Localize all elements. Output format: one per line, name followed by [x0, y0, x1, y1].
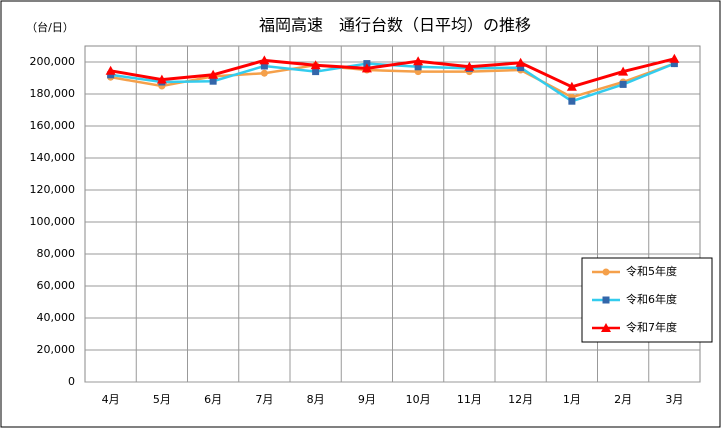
point-marker	[670, 60, 678, 68]
y-tick-label: 40,000	[37, 311, 76, 324]
point-marker	[566, 81, 577, 91]
x-tick-label: 12月	[508, 393, 533, 406]
x-tick-label: 7月	[255, 393, 273, 406]
series-line	[110, 57, 675, 89]
legend-marker	[601, 323, 611, 332]
x-tick-label: 4月	[102, 393, 120, 406]
legend-marker	[602, 268, 610, 276]
chart-title: 福岡高速 通行台数（日平均）の推移	[259, 16, 531, 35]
x-tick-label: 8月	[307, 393, 325, 406]
legend-label: 令和5年度	[626, 264, 677, 278]
point-marker	[156, 74, 167, 84]
point-marker	[105, 65, 116, 75]
y-tick-label: 20,000	[37, 343, 76, 356]
point-marker	[669, 53, 680, 63]
y-tick-label: 200,000	[30, 55, 76, 68]
y-tick-label: 160,000	[30, 119, 76, 132]
y-tick-label: 120,000	[30, 183, 76, 196]
point-marker	[312, 68, 320, 76]
point-marker	[413, 56, 424, 66]
x-tick-label: 3月	[665, 393, 683, 406]
point-marker	[568, 97, 576, 105]
series-line	[110, 62, 675, 99]
point-marker	[259, 55, 270, 65]
legend-label: 令和7年度	[626, 320, 677, 334]
point-marker	[209, 77, 217, 85]
y-tick-label: 80,000	[37, 247, 76, 260]
point-marker	[260, 69, 268, 77]
y-tick-label: 180,000	[30, 87, 76, 100]
point-marker	[619, 80, 627, 88]
point-marker	[517, 64, 525, 72]
x-tick-label: 6月	[204, 393, 222, 406]
point-marker	[618, 66, 629, 76]
x-tick-label: 5月	[153, 393, 171, 406]
legend-label: 令和6年度	[626, 292, 677, 306]
y-tick-label: 0	[68, 375, 75, 388]
x-tick-label: 2月	[614, 393, 632, 406]
legend-marker	[602, 296, 610, 304]
x-tick-label: 10月	[406, 393, 431, 406]
point-marker	[361, 63, 372, 73]
point-marker	[260, 62, 268, 70]
y-tick-label: 100,000	[30, 215, 76, 228]
x-tick-label: 1月	[563, 393, 581, 406]
point-marker	[464, 61, 475, 71]
y-tick-label: 60,000	[37, 279, 76, 292]
point-marker	[310, 60, 321, 70]
y-tick-label: 140,000	[30, 151, 76, 164]
x-tick-label: 11月	[457, 393, 482, 406]
x-tick-label: 9月	[358, 393, 376, 406]
point-marker	[515, 57, 526, 67]
y-unit: （台/日）	[26, 20, 74, 34]
point-marker	[208, 69, 219, 79]
point-marker	[414, 63, 422, 71]
